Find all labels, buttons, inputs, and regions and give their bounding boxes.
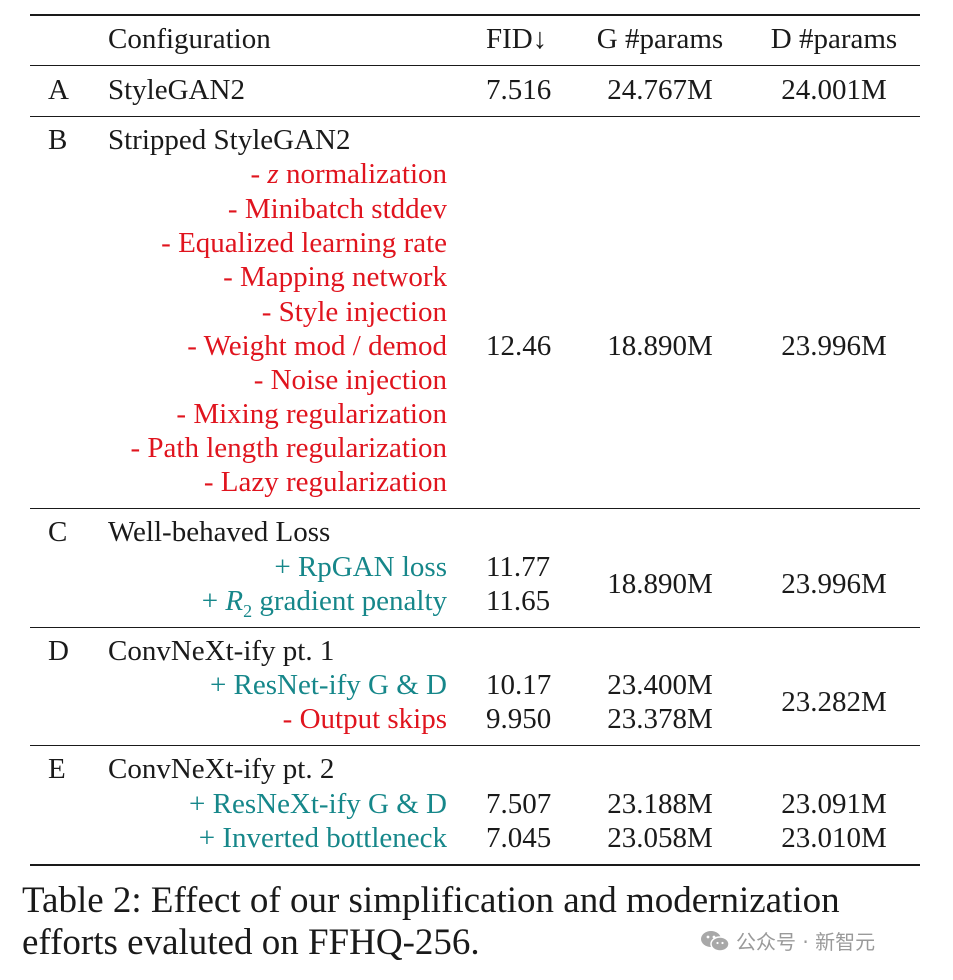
row-b-removed-item: - Style injection (261, 296, 447, 328)
row-c-added-r2-penalty: + R2 gradient penalty (201, 585, 447, 621)
row-b-removed-item: - Weight mod / demod (187, 330, 447, 362)
table-caption: Table 2: Effect of our simplification an… (22, 880, 840, 963)
bottom-rule (30, 864, 920, 866)
row-e-d-params-2: 23.010M (781, 822, 887, 854)
row-c-d-params: 23.996M (781, 568, 887, 600)
row-c-fid-1: 11.77 (486, 551, 551, 583)
row-c-name: Well-behaved Loss (108, 516, 331, 548)
row-d-d-params: 23.282M (781, 686, 887, 718)
row-a-label: A (48, 74, 69, 106)
row-e-fid-1: 7.507 (486, 788, 552, 820)
row-b-removed-item: - Equalized learning rate (161, 227, 447, 259)
row-b-fid: 12.46 (486, 330, 552, 362)
row-e-added-resnext-ify: + ResNeXt-ify G & D (189, 788, 447, 820)
row-b-removed-item: - Minibatch stddev (227, 193, 447, 225)
header-configuration: Configuration (108, 23, 271, 55)
row-e-d-params-1: 23.091M (781, 788, 887, 820)
row-b-removed-item: - Path length regularization (130, 432, 447, 464)
row-d-fid-1: 10.17 (486, 669, 552, 701)
row-b-removed-z-normalization: - z normalization (250, 158, 447, 190)
row-d-label: D (48, 635, 69, 667)
row-rule (30, 508, 920, 510)
row-e-g-params-2: 23.058M (607, 822, 713, 854)
header-g-params: G #params (596, 23, 724, 55)
row-d-added-resnet-ify: + ResNet-ify G & D (209, 669, 447, 701)
row-rule (30, 745, 920, 747)
watermark-text: 公众号 · 新智元 (736, 930, 876, 954)
top-rule (30, 14, 920, 16)
row-d-g-params-2: 23.378M (607, 703, 713, 735)
row-c-g-params: 18.890M (607, 568, 713, 600)
row-a-g-params: 24.767M (607, 74, 713, 106)
watermark: 公众号 · 新智元 (700, 926, 875, 958)
header-fid: FID↓ (486, 23, 548, 55)
row-b-removed-item: - Mapping network (223, 261, 447, 293)
row-a-d-params: 24.001M (781, 74, 887, 106)
row-rule (30, 116, 920, 118)
row-b-g-params: 18.890M (607, 330, 713, 362)
row-a-fid: 7.516 (486, 74, 552, 106)
row-c-fid-2: 11.65 (486, 585, 551, 617)
header-rule (30, 65, 920, 67)
row-d-removed-output-skips: - Output skips (282, 703, 447, 735)
row-e-label: E (48, 753, 66, 785)
row-a-name: StyleGAN2 (108, 74, 245, 106)
row-e-g-params-1: 23.188M (607, 788, 713, 820)
row-b-removed-item: - Noise injection (253, 364, 447, 396)
row-b-label: B (48, 124, 68, 156)
row-d-fid-2: 9.950 (486, 703, 552, 735)
row-c-label: C (48, 516, 68, 548)
header-d-params: D #params (770, 23, 898, 55)
row-b-d-params: 23.996M (781, 330, 887, 362)
row-e-name: ConvNeXt-ify pt. 2 (108, 753, 335, 785)
row-d-name: ConvNeXt-ify pt. 1 (108, 635, 335, 667)
row-d-g-params-1: 23.400M (607, 669, 713, 701)
wechat-icon (700, 929, 730, 958)
row-c-added-rpgan-loss: + RpGAN loss (274, 551, 447, 583)
row-e-added-inverted-bottleneck: + Inverted bottleneck (198, 822, 447, 854)
row-rule (30, 627, 920, 629)
row-b-removed-item: - Lazy regularization (203, 466, 447, 498)
row-e-fid-2: 7.045 (486, 822, 552, 854)
row-b-name: Stripped StyleGAN2 (108, 124, 351, 156)
row-b-removed-item: - Mixing regularization (176, 398, 447, 430)
